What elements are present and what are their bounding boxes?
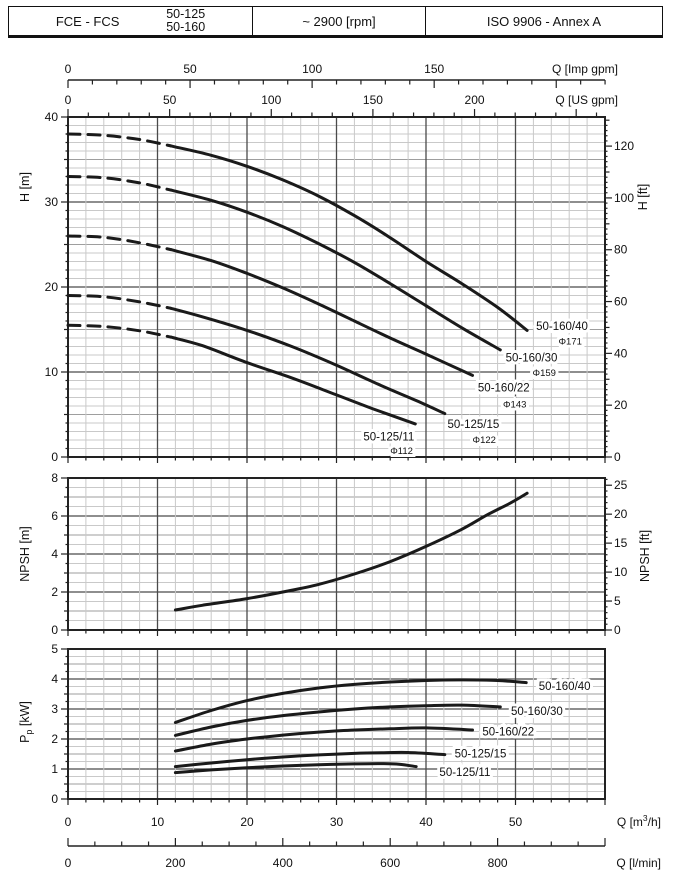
svg-text:50-160/40: 50-160/40 [536,321,588,333]
svg-text:H [m]: H [m] [18,172,32,202]
svg-text:Φ171: Φ171 [558,336,581,347]
svg-text:20: 20 [45,280,59,294]
svg-text:0: 0 [65,93,72,107]
svg-text:Pp [kW]: Pp [kW] [18,701,34,743]
svg-text:40: 40 [419,815,433,829]
svg-text:Q [Imp gpm]: Q [Imp gpm] [552,62,618,76]
svg-text:20: 20 [614,398,628,412]
header-cell-model: FCE - FCS 50-125 50-160 [9,7,252,35]
svg-text:Φ143: Φ143 [503,399,526,410]
svg-text:4: 4 [51,547,58,561]
svg-text:8: 8 [51,471,58,485]
svg-text:80: 80 [614,243,628,257]
svg-text:NPSH [ft]: NPSH [ft] [638,530,652,582]
svg-text:40: 40 [614,346,628,360]
pump-model-2: 50-160 [166,20,206,34]
svg-text:20: 20 [614,507,628,521]
svg-text:H [ft]: H [ft] [636,184,650,210]
svg-text:50: 50 [163,93,177,107]
svg-text:50-125/15: 50-125/15 [455,748,507,760]
svg-text:0: 0 [65,856,72,870]
pump-speed-label: ~ 2900 [rpm] [252,7,426,35]
svg-text:15: 15 [614,536,628,550]
svg-text:6: 6 [51,509,58,523]
svg-text:400: 400 [273,856,293,870]
svg-text:600: 600 [380,856,400,870]
svg-text:100: 100 [614,191,634,205]
svg-text:1: 1 [51,762,58,776]
svg-text:5: 5 [614,594,621,608]
header-table: FCE - FCS 50-125 50-160 ~ 2900 [rpm] ISO… [8,6,663,38]
pump-model-1: 50-125 [166,6,206,21]
svg-text:50-160/30: 50-160/30 [511,706,563,718]
svg-text:30: 30 [45,195,59,209]
svg-text:Φ112: Φ112 [390,446,413,457]
svg-text:50-125/15: 50-125/15 [447,419,499,431]
svg-text:Q [US gpm]: Q [US gpm] [555,93,618,107]
svg-text:40: 40 [45,110,59,124]
svg-text:120: 120 [614,139,634,153]
svg-text:200: 200 [165,856,185,870]
svg-text:0: 0 [65,815,72,829]
svg-text:100: 100 [261,93,281,107]
svg-text:0: 0 [614,623,621,637]
svg-text:0: 0 [614,450,621,464]
svg-text:60: 60 [614,295,628,309]
svg-text:NPSH [m]: NPSH [m] [18,526,32,582]
pump-models: 50-125 50-160 [166,6,206,35]
svg-text:50-160/30: 50-160/30 [506,353,558,365]
svg-text:25: 25 [614,478,628,492]
svg-text:50: 50 [183,62,197,76]
svg-text:10: 10 [45,365,59,379]
svg-text:0: 0 [51,450,58,464]
svg-text:3: 3 [51,702,58,716]
svg-text:0: 0 [51,623,58,637]
svg-text:2: 2 [51,585,58,599]
svg-text:20: 20 [240,815,254,829]
svg-text:0: 0 [65,62,72,76]
svg-text:50-160/22: 50-160/22 [482,727,534,739]
svg-text:30: 30 [330,815,344,829]
svg-text:150: 150 [363,93,383,107]
svg-text:50-125/11: 50-125/11 [439,767,490,779]
svg-text:5: 5 [51,642,58,656]
svg-text:150: 150 [424,62,444,76]
svg-text:4: 4 [51,672,58,686]
svg-text:50-160/40: 50-160/40 [539,681,591,693]
svg-text:Φ159: Φ159 [533,368,556,379]
pump-series-label: FCE - FCS [55,13,120,29]
svg-text:10: 10 [614,565,628,579]
svg-text:Q [m3/h]: Q [m3/h] [617,813,661,829]
svg-text:50: 50 [509,815,523,829]
svg-text:0: 0 [51,792,58,806]
svg-text:50-160/22: 50-160/22 [478,382,530,394]
svg-text:100: 100 [302,62,322,76]
svg-text:800: 800 [488,856,508,870]
test-standard-label: ISO 9906 - Annex A [486,13,602,29]
svg-text:Q [l/min]: Q [l/min] [616,856,661,870]
svg-text:2: 2 [51,732,58,746]
svg-text:Φ122: Φ122 [473,435,496,446]
svg-text:200: 200 [465,93,485,107]
svg-text:50-125/11: 50-125/11 [363,432,414,444]
svg-text:10: 10 [151,815,165,829]
